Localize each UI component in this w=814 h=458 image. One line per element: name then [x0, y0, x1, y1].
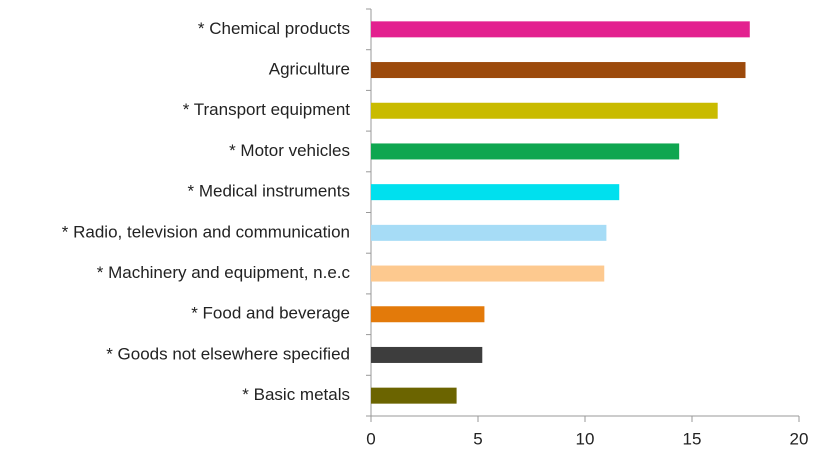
y-tick-label: Agriculture	[269, 60, 350, 79]
bar	[371, 224, 607, 241]
y-tick-label: * Motor vehicles	[229, 141, 350, 160]
bar	[371, 102, 718, 119]
y-tick-label: * Goods not elsewhere specified	[106, 344, 350, 363]
bar	[371, 306, 485, 323]
bar	[371, 21, 750, 38]
x-tick-label: 10	[576, 429, 595, 448]
bar	[371, 143, 680, 160]
y-tick-label: * Food and beverage	[191, 304, 350, 323]
x-tick-label: 15	[683, 429, 702, 448]
y-tick-label: * Basic metals	[242, 385, 350, 404]
y-tick-label: * Machinery and equipment, n.e.c	[97, 263, 351, 282]
bar	[371, 62, 746, 79]
bar	[371, 387, 457, 404]
x-tick-label: 0	[366, 429, 375, 448]
x-tick-label: 20	[790, 429, 809, 448]
y-tick-label: * Radio, television and communication	[62, 222, 350, 241]
y-tick-label: * Medical instruments	[187, 182, 350, 201]
bar	[371, 184, 620, 201]
bar	[371, 265, 605, 282]
bar	[371, 346, 483, 363]
x-tick-label: 5	[473, 429, 482, 448]
y-tick-label: * Transport equipment	[183, 100, 351, 119]
y-tick-label: * Chemical products	[198, 19, 350, 38]
